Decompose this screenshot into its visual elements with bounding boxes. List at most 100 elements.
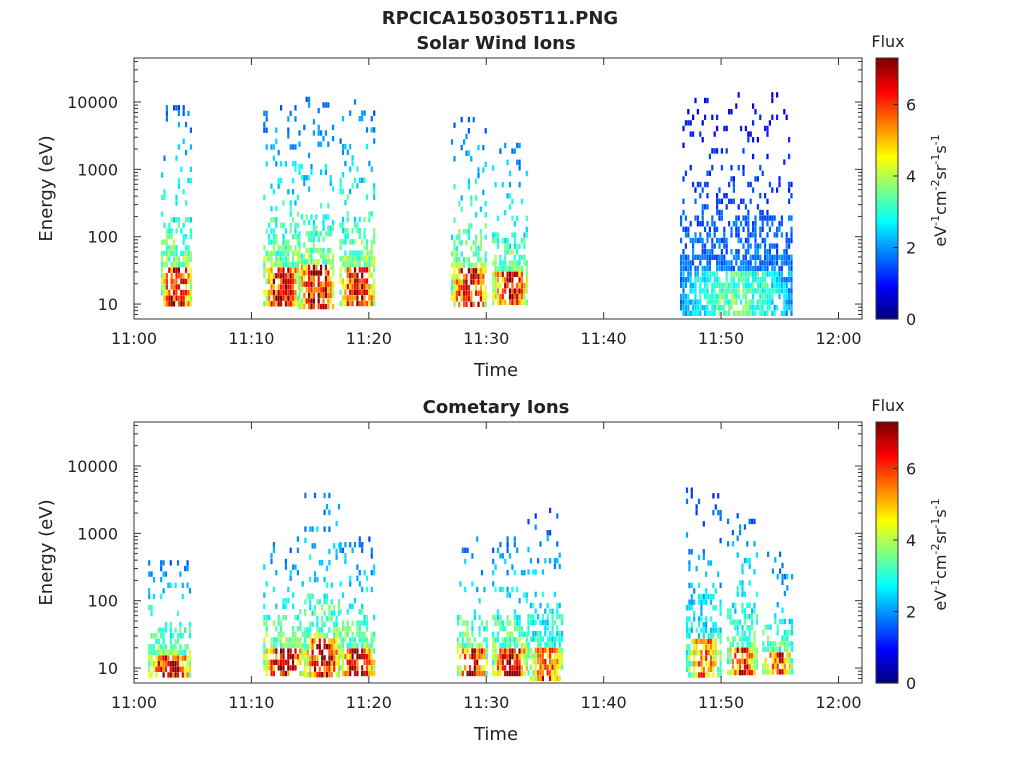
heatmap-cell <box>280 284 283 290</box>
heatmap-cell <box>368 654 371 660</box>
heatmap-cell <box>308 175 311 181</box>
heatmap-cell <box>468 654 472 660</box>
heatmap-cell <box>771 646 774 653</box>
heatmap-cell <box>561 630 564 637</box>
heatmap-cell <box>187 261 190 268</box>
heatmap-cell <box>790 310 793 316</box>
heatmap-cell <box>768 293 771 300</box>
heatmap-cell <box>731 529 734 536</box>
heatmap-cell <box>549 664 552 670</box>
heatmap-cell <box>351 239 354 245</box>
heatmap-cell <box>712 627 715 633</box>
heatmap-cell <box>460 284 463 291</box>
heatmap-cell <box>529 619 532 626</box>
heatmap-cell <box>294 642 297 649</box>
heatmap-cell <box>716 305 719 311</box>
heatmap-cell <box>711 165 714 171</box>
heatmap-cell <box>344 250 347 256</box>
colorbar-segment <box>876 134 898 137</box>
heatmap-cell <box>351 620 354 626</box>
heatmap-cell <box>284 278 287 285</box>
heatmap-cell <box>699 193 702 199</box>
heatmap-cell <box>743 669 746 676</box>
heatmap-cell <box>349 665 352 671</box>
heatmap-cell <box>284 598 287 604</box>
heatmap-cell <box>790 271 793 277</box>
heatmap-cell <box>685 616 689 622</box>
heatmap-cell <box>475 273 478 280</box>
heatmap-cell <box>282 598 285 604</box>
heatmap-cell <box>754 271 757 277</box>
heatmap-cell <box>323 672 326 678</box>
heatmap-cell <box>339 239 342 245</box>
heatmap-cell <box>465 256 468 263</box>
heatmap-cell <box>759 310 762 316</box>
heatmap-cell <box>451 251 454 257</box>
heatmap-cell <box>349 603 352 609</box>
heatmap-cell <box>341 116 345 122</box>
colorbar-title: Flux <box>871 32 904 51</box>
heatmap-cell <box>373 278 376 284</box>
heatmap-cell <box>511 637 514 643</box>
heatmap-cell <box>781 618 784 625</box>
heatmap-cell <box>701 305 704 311</box>
heatmap-cell <box>779 669 782 675</box>
colorbar-segment <box>876 626 898 630</box>
heatmap-cell <box>163 295 166 301</box>
heatmap-cell <box>467 284 470 291</box>
heatmap-cell <box>541 569 544 575</box>
heatmap-cell <box>492 260 495 266</box>
heatmap-cell <box>513 536 516 542</box>
heatmap-cell <box>764 288 767 294</box>
heatmap-cell <box>363 233 366 239</box>
heatmap-cell <box>318 632 321 639</box>
heatmap-cell <box>363 670 366 677</box>
heatmap-cell <box>329 298 332 304</box>
heatmap-cell <box>361 250 364 256</box>
heatmap-cell <box>511 648 514 654</box>
heatmap-cell <box>694 293 697 300</box>
heatmap-cell <box>280 177 283 184</box>
heatmap-cell <box>182 239 185 245</box>
heatmap-cell <box>162 661 165 667</box>
heatmap-cell <box>783 630 786 636</box>
heatmap-cell <box>523 260 526 266</box>
heatmap-cell <box>161 278 164 285</box>
heatmap-cell <box>720 215 723 221</box>
colorbar-segment <box>876 628 898 632</box>
heatmap-cell <box>177 256 180 262</box>
heatmap-cell <box>705 599 708 605</box>
heatmap-cell <box>525 215 528 221</box>
heatmap-cell <box>272 233 275 240</box>
heatmap-cell <box>188 672 192 678</box>
heatmap-cell <box>370 261 373 267</box>
heatmap-cell <box>310 259 313 265</box>
heatmap-cell <box>298 130 301 136</box>
heatmap-cell <box>783 109 786 115</box>
heatmap-cell <box>280 626 283 632</box>
heatmap-cell <box>187 301 190 307</box>
heatmap-cell <box>284 564 287 570</box>
heatmap-cell <box>735 288 738 294</box>
heatmap-cell <box>182 189 185 195</box>
colorbar-segment <box>876 491 898 495</box>
heatmap-cell <box>541 647 544 654</box>
heatmap-cell <box>353 670 357 677</box>
heatmap-cell <box>712 655 715 661</box>
heatmap-cell <box>335 554 338 560</box>
heatmap-cell <box>687 232 690 238</box>
heatmap-cell <box>272 239 275 245</box>
heatmap-cell <box>317 247 320 254</box>
heatmap-cell <box>518 266 521 272</box>
heatmap-cell <box>717 649 720 656</box>
heatmap-cell <box>368 250 371 256</box>
heatmap-cell <box>458 284 461 291</box>
heatmap-cell <box>705 621 708 628</box>
heatmap-cell <box>525 282 528 289</box>
heatmap-cell <box>316 632 319 639</box>
heatmap-cell <box>304 654 307 660</box>
heatmap-cell <box>516 620 519 626</box>
heatmap-cell <box>748 630 751 637</box>
heatmap-cell <box>762 646 765 653</box>
heatmap-cell <box>684 310 687 316</box>
